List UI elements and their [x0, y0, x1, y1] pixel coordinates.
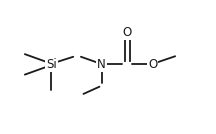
Text: O: O: [148, 58, 157, 71]
Text: N: N: [97, 58, 106, 71]
Text: O: O: [122, 26, 132, 39]
Text: Si: Si: [46, 58, 57, 71]
